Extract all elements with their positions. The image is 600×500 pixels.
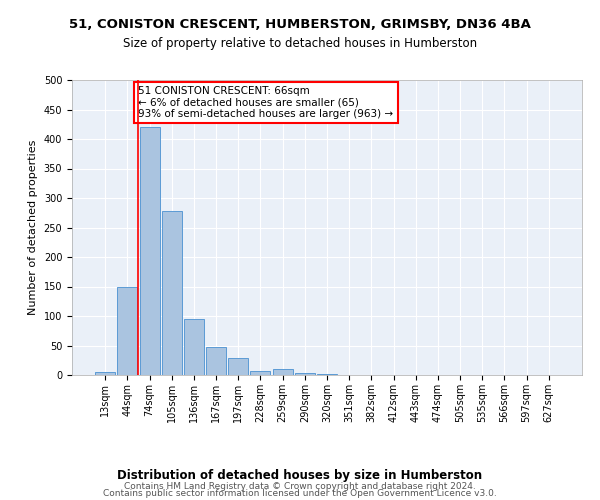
Text: 51 CONISTON CRESCENT: 66sqm
← 6% of detached houses are smaller (65)
93% of semi: 51 CONISTON CRESCENT: 66sqm ← 6% of deta…: [139, 86, 394, 119]
Text: Distribution of detached houses by size in Humberston: Distribution of detached houses by size …: [118, 470, 482, 482]
Bar: [317, 374, 337, 375]
Text: Size of property relative to detached houses in Humberston: Size of property relative to detached ho…: [123, 38, 477, 51]
Bar: [162, 211, 182, 375]
Bar: [272, 369, 293, 375]
Text: Contains HM Land Registry data © Crown copyright and database right 2024.: Contains HM Land Registry data © Crown c…: [124, 482, 476, 491]
Bar: [184, 319, 204, 375]
Bar: [250, 371, 271, 375]
Bar: [295, 372, 315, 375]
Text: 51, CONISTON CRESCENT, HUMBERSTON, GRIMSBY, DN36 4BA: 51, CONISTON CRESCENT, HUMBERSTON, GRIMS…: [69, 18, 531, 30]
Y-axis label: Number of detached properties: Number of detached properties: [28, 140, 38, 315]
Bar: [206, 346, 226, 375]
Bar: [140, 127, 160, 375]
Text: Contains public sector information licensed under the Open Government Licence v3: Contains public sector information licen…: [103, 489, 497, 498]
Bar: [95, 372, 115, 375]
Bar: [228, 358, 248, 375]
Bar: [118, 286, 137, 375]
